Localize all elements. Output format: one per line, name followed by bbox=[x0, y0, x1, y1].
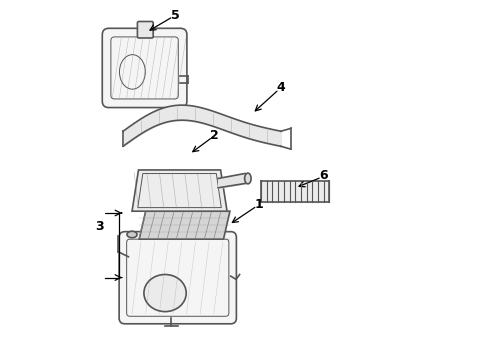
Text: 5: 5 bbox=[171, 9, 179, 22]
Ellipse shape bbox=[245, 173, 251, 184]
Polygon shape bbox=[139, 211, 230, 239]
FancyBboxPatch shape bbox=[119, 231, 236, 324]
FancyBboxPatch shape bbox=[102, 28, 187, 108]
Text: 6: 6 bbox=[319, 169, 328, 182]
Polygon shape bbox=[132, 170, 227, 211]
FancyBboxPatch shape bbox=[137, 22, 153, 38]
Ellipse shape bbox=[144, 274, 186, 312]
Text: 4: 4 bbox=[276, 81, 285, 94]
Ellipse shape bbox=[127, 231, 137, 238]
Text: 1: 1 bbox=[255, 198, 264, 211]
Text: 2: 2 bbox=[210, 129, 219, 142]
Text: 3: 3 bbox=[96, 220, 104, 233]
